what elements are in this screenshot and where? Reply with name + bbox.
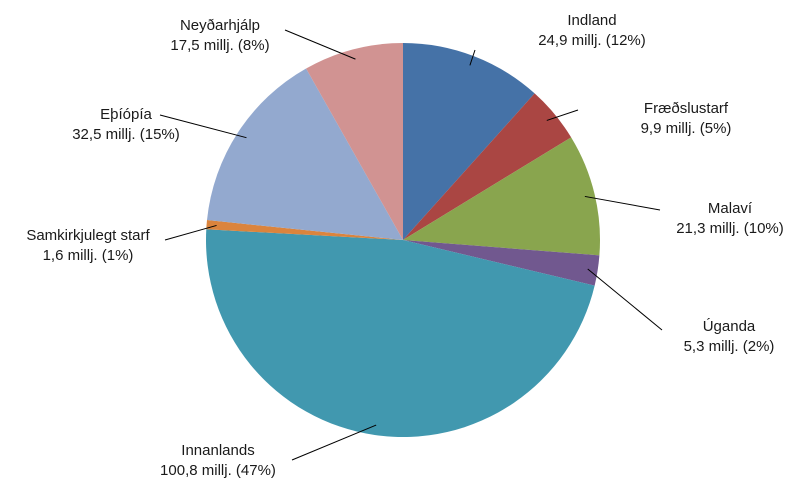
slice-value-label-innanlands: 100,8 millj. (47%): [160, 462, 276, 479]
labels-layer: Indland 24,9 millj. (12%) Fræðslustarf 9,9 …: [26, 12, 783, 479]
slice-name-label-fraedslustarf: Fræðslustarf: [644, 100, 729, 117]
leader-line-indland: [469, 49, 476, 66]
slice-value-label-samkirkjulegt-starf: 1,6 millj. (1%): [43, 247, 134, 264]
pie-slice-ethiopia: [207, 68, 403, 240]
pie-slice-samkirkjulegt-starf: [206, 220, 403, 240]
slice-value-label-fraedslustarf: 9,9 millj. (5%): [641, 120, 732, 137]
slice-name-label-uganda: Úganda: [703, 318, 756, 335]
pie-slice-uganda: [403, 240, 600, 286]
leader-line-samkirkjulegt-starf: [164, 224, 217, 241]
slice-value-label-neydarhjalp: 17,5 millj. (8%): [170, 37, 269, 54]
leader-line-innanlands: [291, 424, 377, 461]
slice-name-label-samkirkjulegt-starf: Samkirkjulegt starf: [26, 227, 150, 244]
pie-slice-innanlands: [206, 229, 595, 438]
leader-line-neydarhjalp: [284, 29, 356, 60]
slice-value-label-uganda: 5,3 millj. (2%): [684, 338, 775, 355]
slice-name-label-malavi: Malaví: [708, 200, 753, 217]
pie-slice-fraedslustarf: [403, 93, 572, 241]
leader-line-malavi: [584, 195, 661, 211]
leader-lines-layer: [159, 29, 663, 461]
slice-value-label-malavi: 21,3 millj. (10%): [676, 220, 784, 237]
slice-value-label-ethiopia: 32,5 millj. (15%): [72, 126, 180, 143]
leader-line-uganda: [587, 268, 663, 331]
leader-line-fraedslustarf: [546, 109, 579, 121]
slice-name-label-ethiopia: Eþíópía: [100, 106, 152, 123]
leader-line-ethiopia: [159, 114, 247, 139]
slice-name-label-indland: Indland: [567, 12, 616, 29]
pie-slice-neydarhjalp: [306, 43, 403, 240]
slices-layer: [206, 43, 600, 438]
slice-value-label-indland: 24,9 millj. (12%): [538, 32, 646, 49]
pie-slice-indland: [403, 43, 535, 240]
pie-slice-malavi: [403, 137, 600, 256]
slice-name-label-innanlands: Innanlands: [181, 442, 254, 459]
slice-name-label-neydarhjalp: Neyðarhjálp: [180, 17, 260, 34]
